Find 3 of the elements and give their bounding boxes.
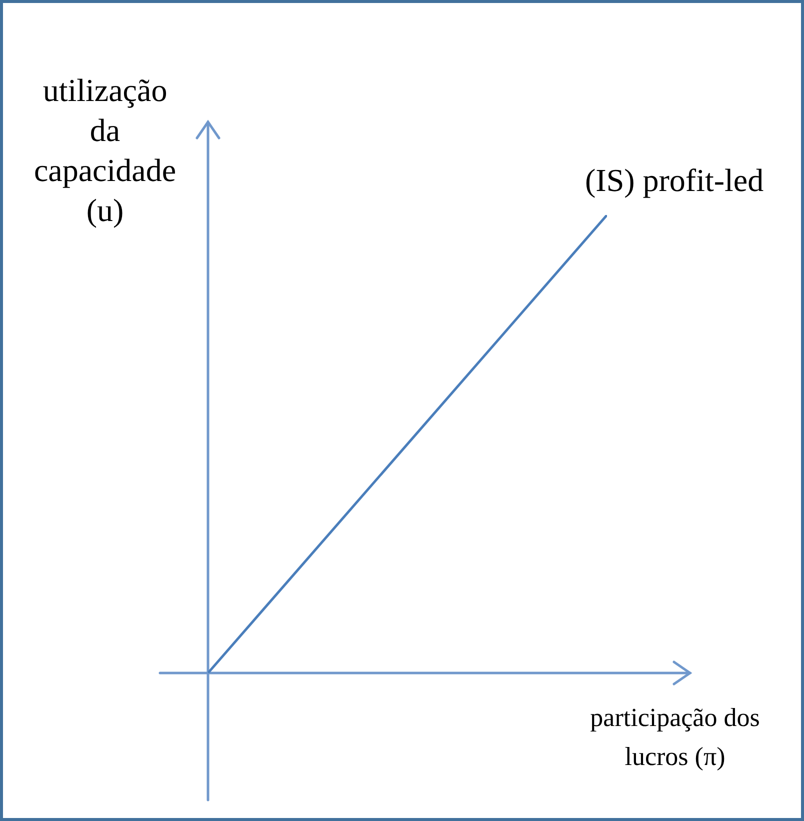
y-axis-title: utilização da capacidade (u) xyxy=(32,71,178,230)
x-axis-title: participação dos lucros (π) xyxy=(590,702,760,773)
series-label: (IS) profit-led xyxy=(585,161,764,200)
